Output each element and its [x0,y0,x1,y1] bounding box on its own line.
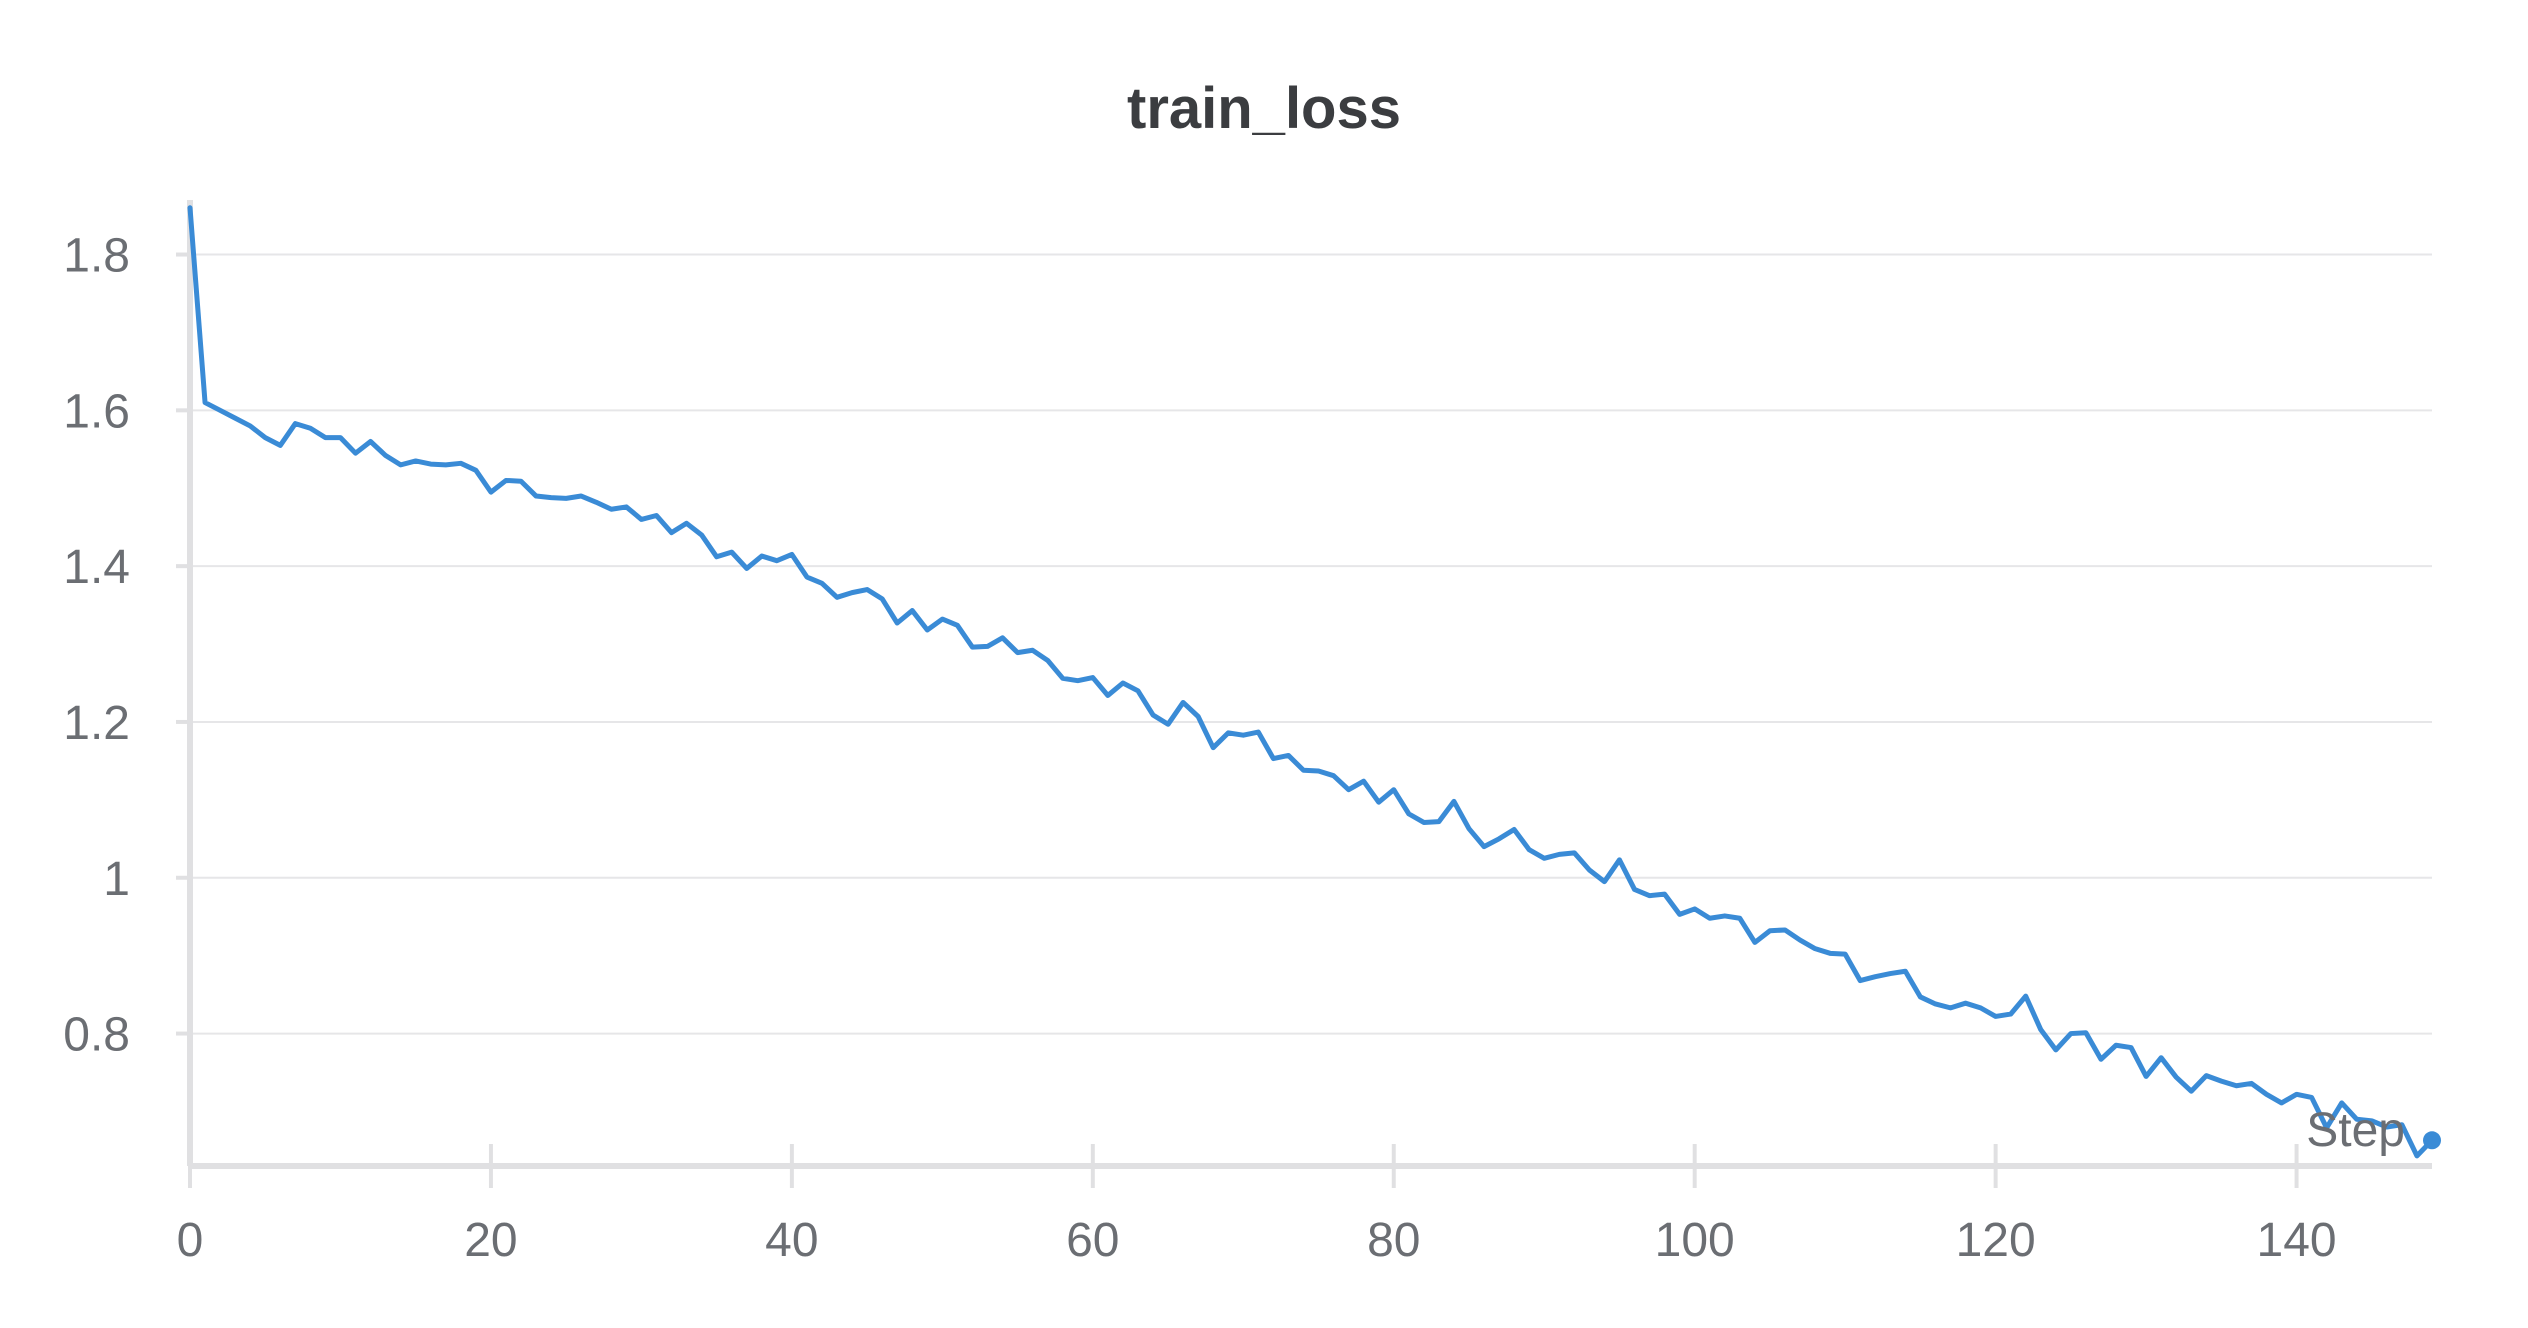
x-tick-label: 0 [177,1214,204,1267]
last-point-marker [2423,1131,2441,1150]
x-tick-label: 100 [1655,1214,1735,1267]
train-loss-line [187,205,2435,1159]
y-tick-label: 1.4 [63,541,130,594]
x-tick-label: 20 [464,1214,517,1267]
y-tick-label: 1.8 [63,230,130,283]
y-tick-label: 0.8 [63,1009,130,1062]
y-tick-label: 1.6 [63,385,130,438]
grid-lines [190,253,2432,1035]
series-layer [187,205,2441,1159]
y-ticks: 0.8 1 1.2 1.4 1.6 1.8 [63,230,190,1062]
x-tick-label: 140 [2257,1214,2337,1267]
chart-title: train_loss [1127,76,1401,141]
y-tick-label: 1.2 [63,697,130,750]
x-tick-label: 60 [1066,1214,1119,1267]
x-tick-label: 120 [1956,1214,2036,1267]
x-tick-label: 40 [765,1214,818,1267]
x-axis-label: Step [2306,1104,2405,1157]
x-ticks: 0 20 40 60 80 100 120 140 [177,1144,2337,1267]
y-tick-label: 1 [103,853,130,906]
x-tick-label: 80 [1367,1214,1420,1267]
axes [187,200,2432,1169]
